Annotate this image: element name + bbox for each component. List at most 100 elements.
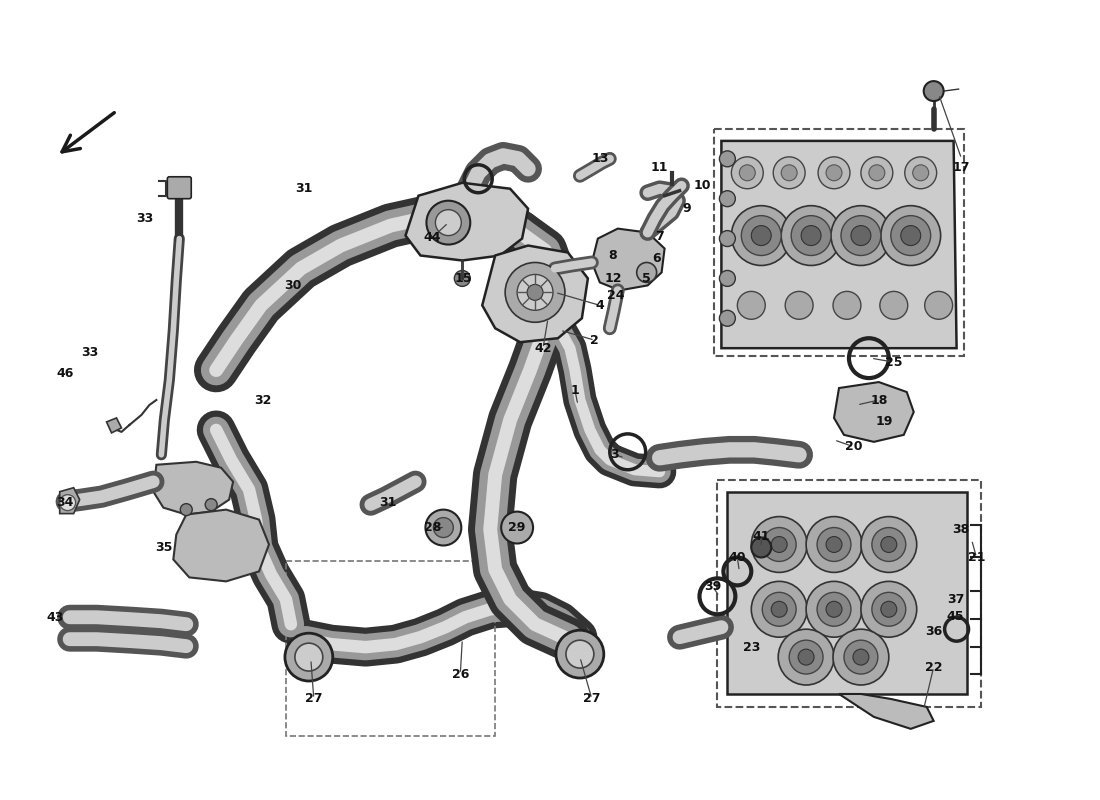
- Text: 46: 46: [56, 366, 74, 379]
- Circle shape: [842, 216, 881, 255]
- Circle shape: [751, 538, 771, 558]
- Circle shape: [830, 206, 891, 266]
- Circle shape: [719, 230, 736, 246]
- Circle shape: [295, 643, 322, 671]
- Circle shape: [799, 649, 814, 665]
- Text: 28: 28: [424, 521, 441, 534]
- Text: 10: 10: [694, 179, 712, 192]
- Circle shape: [719, 270, 736, 286]
- Circle shape: [719, 151, 736, 167]
- Circle shape: [861, 157, 893, 189]
- Polygon shape: [839, 694, 934, 729]
- Circle shape: [891, 216, 931, 255]
- Text: 22: 22: [925, 661, 943, 674]
- Text: 6: 6: [652, 252, 661, 265]
- Text: 27: 27: [583, 693, 601, 706]
- Circle shape: [751, 517, 807, 572]
- Circle shape: [565, 640, 594, 668]
- Polygon shape: [722, 141, 957, 348]
- Circle shape: [826, 165, 842, 181]
- Polygon shape: [406, 182, 528, 261]
- Circle shape: [806, 582, 862, 637]
- Circle shape: [881, 602, 896, 618]
- Circle shape: [771, 602, 788, 618]
- Text: 42: 42: [535, 342, 552, 354]
- Polygon shape: [727, 492, 967, 694]
- Text: 15: 15: [454, 272, 472, 285]
- Circle shape: [762, 527, 796, 562]
- Circle shape: [826, 602, 842, 618]
- Polygon shape: [59, 488, 79, 514]
- Circle shape: [781, 165, 798, 181]
- Circle shape: [833, 291, 861, 319]
- Text: 41: 41: [752, 530, 770, 543]
- Circle shape: [739, 165, 756, 181]
- Polygon shape: [834, 382, 914, 442]
- Circle shape: [719, 310, 736, 326]
- Circle shape: [285, 633, 333, 681]
- Circle shape: [59, 494, 76, 510]
- Circle shape: [881, 537, 896, 553]
- Text: 9: 9: [682, 202, 691, 215]
- Polygon shape: [482, 246, 587, 342]
- Text: 27: 27: [305, 693, 322, 706]
- Circle shape: [751, 582, 807, 637]
- Text: 26: 26: [452, 667, 469, 681]
- Text: 13: 13: [591, 152, 608, 166]
- Bar: [717, 480, 981, 707]
- Text: 4: 4: [595, 299, 604, 312]
- Circle shape: [801, 226, 821, 246]
- Text: 34: 34: [56, 496, 74, 509]
- Circle shape: [818, 157, 850, 189]
- Circle shape: [781, 206, 842, 266]
- Circle shape: [901, 226, 921, 246]
- Text: 11: 11: [651, 162, 669, 174]
- Text: 35: 35: [156, 541, 173, 554]
- Text: 37: 37: [947, 593, 965, 606]
- Text: 18: 18: [870, 394, 888, 406]
- Circle shape: [505, 262, 565, 322]
- Polygon shape: [153, 462, 233, 514]
- Circle shape: [844, 640, 878, 674]
- Text: 29: 29: [508, 521, 526, 534]
- Text: 33: 33: [135, 212, 153, 225]
- Circle shape: [433, 518, 453, 538]
- Circle shape: [851, 226, 871, 246]
- Text: 33: 33: [81, 346, 98, 358]
- Circle shape: [817, 592, 851, 626]
- Circle shape: [732, 157, 763, 189]
- Circle shape: [791, 216, 830, 255]
- Circle shape: [806, 517, 862, 572]
- Circle shape: [751, 226, 771, 246]
- Circle shape: [869, 165, 884, 181]
- Circle shape: [737, 291, 766, 319]
- Circle shape: [852, 649, 869, 665]
- Polygon shape: [174, 510, 270, 582]
- Text: 45: 45: [947, 610, 965, 622]
- Text: 43: 43: [46, 610, 64, 624]
- Text: 20: 20: [845, 440, 862, 454]
- Circle shape: [637, 262, 657, 282]
- Circle shape: [732, 206, 791, 266]
- Circle shape: [427, 201, 471, 245]
- Circle shape: [881, 206, 940, 266]
- Circle shape: [556, 630, 604, 678]
- Polygon shape: [107, 418, 121, 433]
- Text: 44: 44: [424, 231, 441, 244]
- Text: 31: 31: [295, 182, 312, 195]
- Circle shape: [436, 210, 461, 235]
- Text: 19: 19: [876, 415, 892, 429]
- Circle shape: [206, 498, 217, 510]
- Circle shape: [905, 157, 937, 189]
- Circle shape: [517, 274, 553, 310]
- Circle shape: [773, 157, 805, 189]
- Text: 2: 2: [591, 334, 600, 346]
- Circle shape: [872, 527, 905, 562]
- Circle shape: [527, 285, 543, 300]
- Text: 30: 30: [284, 279, 301, 292]
- Text: 39: 39: [704, 580, 722, 593]
- Circle shape: [826, 537, 842, 553]
- Circle shape: [872, 592, 905, 626]
- Circle shape: [762, 592, 796, 626]
- Circle shape: [771, 537, 788, 553]
